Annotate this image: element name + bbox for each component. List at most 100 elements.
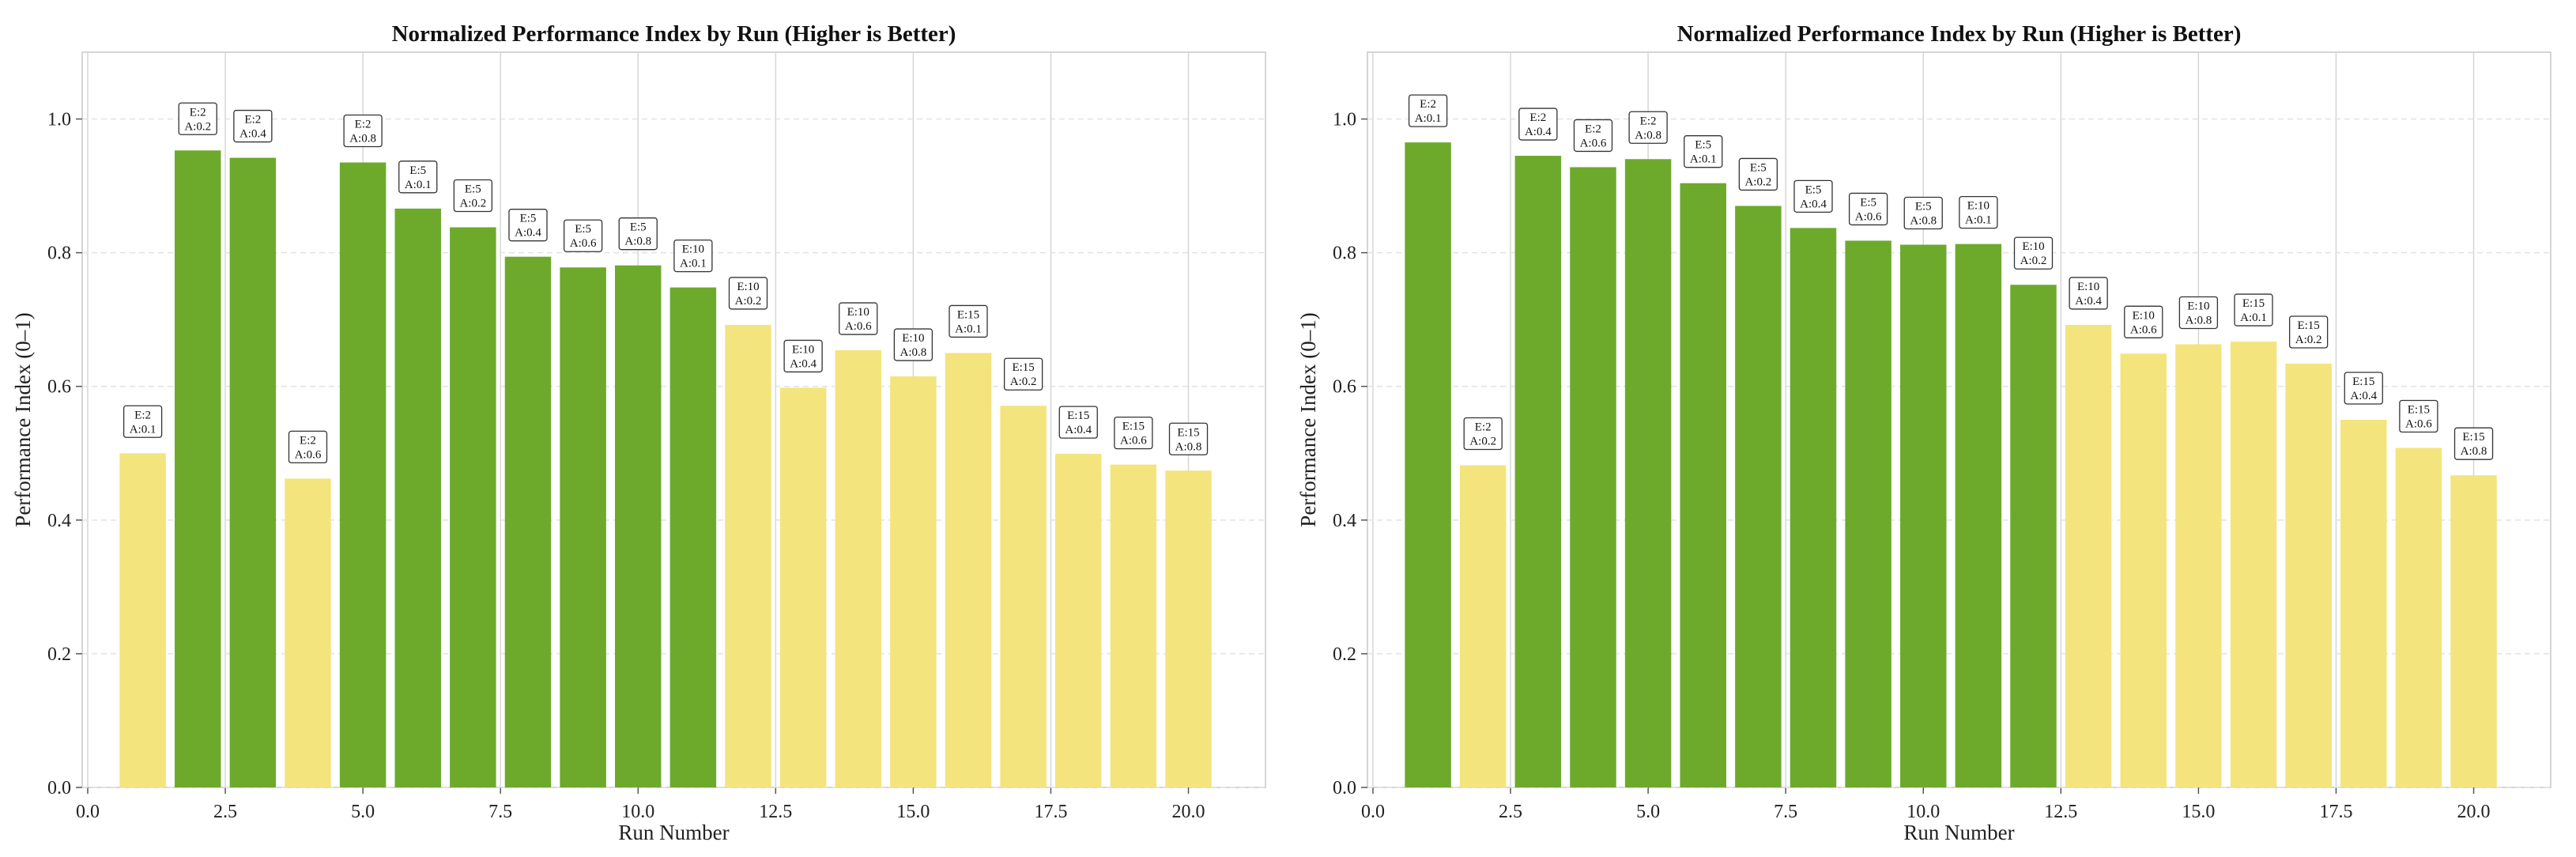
annotation-alpha: A:0.8 <box>1910 214 1937 227</box>
y-tick-label: 0.8 <box>1333 244 1356 264</box>
bar-annotation: E:15A:0.8 <box>1168 422 1209 455</box>
annotation-box <box>288 430 328 464</box>
annotation-epochs: E:2 <box>300 434 316 447</box>
bar-run-12 <box>725 324 771 788</box>
bar-run-9 <box>560 267 606 788</box>
annotation-epochs: E:5 <box>465 183 481 196</box>
annotation-epochs: E:5 <box>1860 196 1876 209</box>
annotation-box <box>2288 315 2329 349</box>
annotation-epochs: E:2 <box>1475 421 1492 433</box>
annotation-alpha: A:0.4 <box>515 227 541 240</box>
annotation-epochs: E:15 <box>2462 431 2484 444</box>
x-tick-label: 17.5 <box>1034 802 1067 822</box>
annotation-box <box>2234 293 2273 327</box>
bar-run-1 <box>1405 142 1451 788</box>
annotation-alpha: A:0.6 <box>295 448 322 461</box>
bar-annotation: E:15A:0.1 <box>2234 293 2273 327</box>
bar-annotation: E:10 A:0.2 <box>2013 236 2054 270</box>
chart-title: Normalized Performance Index by Run (Hig… <box>392 21 956 47</box>
annotation-epochs: E:10 <box>2133 309 2155 322</box>
annotation-epochs: E:2 <box>190 106 206 119</box>
bar-run-16 <box>945 353 992 787</box>
y-tick-label: 1.0 <box>47 110 71 130</box>
annotation-alpha: A:0.1 <box>130 423 157 436</box>
annotation-alpha: A:0.2 <box>2020 255 2047 267</box>
bar-run-6 <box>1680 183 1726 787</box>
annotation-epochs: E:2 <box>244 114 261 126</box>
annotation-alpha: A:0.6 <box>2130 323 2157 336</box>
annotation-box <box>2124 305 2163 338</box>
annotation-box <box>618 217 658 251</box>
annotation-alpha: A:0.4 <box>1065 424 1092 436</box>
bar-run-5 <box>339 162 387 787</box>
annotation-box <box>1738 157 1778 191</box>
annotation-epochs: E:2 <box>134 409 151 421</box>
annotation-alpha: A:0.8 <box>349 133 376 145</box>
annotation-alpha: A:0.8 <box>1175 440 1202 453</box>
annotation-epochs: E:15 <box>2352 376 2374 388</box>
bar-annotation: E:5 A:0.2 <box>453 179 493 213</box>
bar-annotation: E:5 A:0.4 <box>1793 179 1833 213</box>
y-axis-label: Performance Index (0–1) <box>1296 312 1320 527</box>
x-tick-label: 2.5 <box>1499 802 1522 822</box>
bar-run-11 <box>1955 244 2002 787</box>
bar-run-2 <box>174 150 221 788</box>
annotation-alpha: A:0.6 <box>570 237 597 250</box>
bar-run-8 <box>1790 228 1837 787</box>
annotation-box <box>343 114 383 148</box>
bar-annotation: E:15 A:0.4 <box>1058 406 1098 439</box>
annotation-box <box>893 328 933 361</box>
y-axis-label: Performance Index (0–1) <box>11 312 35 527</box>
annotation-alpha: A:0.1 <box>680 258 707 270</box>
annotation-epochs: E:10 <box>682 244 704 256</box>
chart-title: Normalized Performance Index by Run (Hig… <box>1677 21 2242 47</box>
annotation-box <box>1903 196 1943 230</box>
annotation-epochs: E:15 <box>957 308 979 321</box>
bar-annotation: E:10A:0.1 <box>1959 195 1998 229</box>
bar-annotation: E:2 A:0.4 <box>233 109 273 143</box>
x-tick-label: 0.0 <box>1361 802 1385 822</box>
annotation-box <box>1684 135 1723 168</box>
bar-annotation: E:10 A:0.2 <box>728 277 768 310</box>
bar-run-12 <box>2010 285 2057 788</box>
y-tick-label: 0.0 <box>47 778 71 798</box>
annotation-alpha: A:0.1 <box>405 179 432 191</box>
annotation-epochs: E:15 <box>2297 319 2319 332</box>
annotation-epochs: E:15 <box>1177 426 1199 439</box>
annotation-epochs: E:10 <box>737 281 759 293</box>
bar-annotation: E:10A:0.4 <box>783 339 823 373</box>
bar-annotation: E:2 A:0.8 <box>343 114 383 148</box>
bar-run-20 <box>2450 475 2497 787</box>
annotation-box <box>1793 179 1833 213</box>
annotation-epochs: E:10 <box>847 306 869 319</box>
annotation-epochs: E:2 <box>1640 115 1657 127</box>
annotation-epochs: E:5 <box>1695 139 1711 152</box>
annotation-alpha: A:0.8 <box>1635 129 1661 142</box>
annotation-epochs: E:10 <box>1967 200 1990 213</box>
annotation-alpha: A:0.8 <box>624 236 651 248</box>
bar-run-14 <box>835 350 881 787</box>
annotation-epochs: E:2 <box>355 119 372 131</box>
annotation-epochs: E:2 <box>1420 98 1436 111</box>
annotation-box <box>178 102 217 135</box>
chart-left: 0.0 2.5 5.0 7.5 10.0 12.5 15.0 17.5 20.0 0.0 0.2 0.… <box>11 21 1266 844</box>
bar-run-13 <box>2065 324 2112 788</box>
bar-annotation: E:10A:0.4 <box>2069 277 2108 310</box>
annotation-alpha: A:0.6 <box>1855 210 1882 223</box>
bar-run-2 <box>1459 465 1507 787</box>
annotation-alpha: A:0.4 <box>2075 295 2102 308</box>
bar-annotation: E:10A:0.6 <box>2124 305 2163 338</box>
annotation-box <box>508 209 548 242</box>
bar-annotation: E:10 A:0.8 <box>2178 296 2219 330</box>
bar-annotation: E:10 A:0.1 <box>673 239 713 273</box>
annotation-box <box>563 219 603 252</box>
bar-run-16 <box>2230 342 2277 788</box>
bar-annotation: E:15 A:0.1 <box>949 304 988 338</box>
annotation-box <box>123 405 163 438</box>
bar-run-1 <box>119 453 166 787</box>
annotation-alpha: A:0.1 <box>955 323 982 335</box>
bar-annotation: E:2 A:0.8 <box>1628 111 1668 144</box>
bar-annotation: E:5 A:0.8 <box>618 217 658 251</box>
x-tick-label: 12.5 <box>2044 802 2077 822</box>
annotation-box <box>398 160 438 194</box>
